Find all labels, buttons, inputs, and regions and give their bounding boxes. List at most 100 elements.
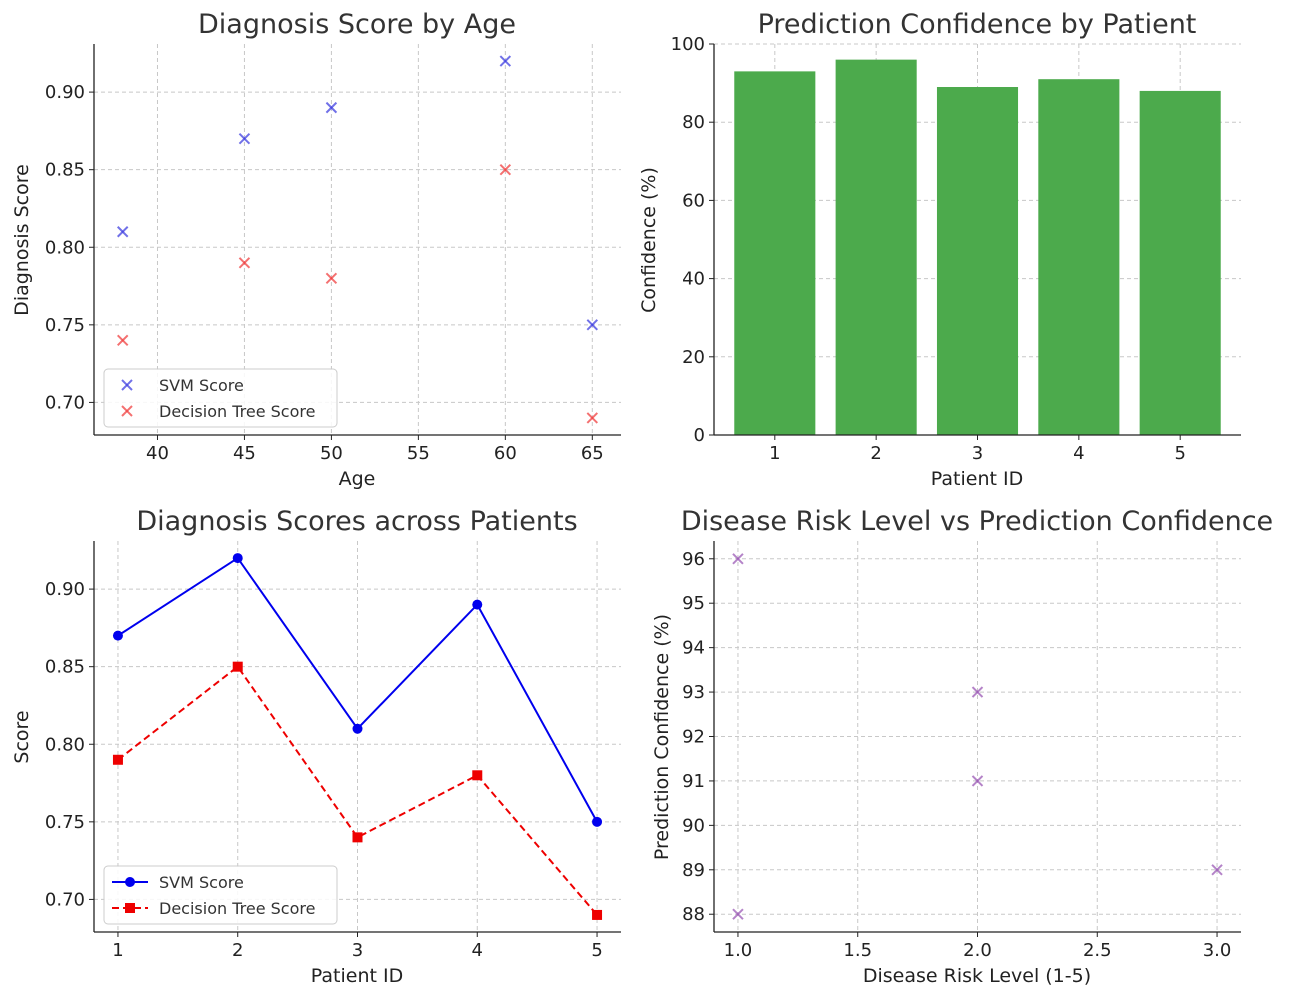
legend-box [103,865,338,925]
legend: SVM Score Decision Tree Score [103,865,338,925]
x-tick-label: 2 [870,443,881,464]
y-axis-label: Prediction Confidence (%) [651,614,673,860]
point-marker [116,334,129,347]
y-tick-label: 80 [682,112,705,133]
x-tick-label: 65 [581,443,604,464]
y-tick-label: 94 [682,638,705,659]
x-tick-label: 3 [352,940,363,961]
y-tick-label: 0.70 [45,392,85,413]
point-marker [232,553,243,564]
y-tick-label: 100 [671,34,705,55]
point-marker [325,272,338,284]
point-marker [592,816,603,827]
x-axis-label: Patient ID [311,965,403,987]
point-marker-stroke [238,257,251,269]
x-tick-label: 2.5 [1083,940,1112,961]
x-axis-label: Age [339,468,376,490]
x-tick-label: 2 [232,940,243,961]
point-marker [586,412,599,424]
series-line [117,665,598,916]
point-marker-stroke [116,334,129,347]
y-tick-label: 0.70 [45,889,85,910]
legend-label: SVM Score [159,873,244,892]
y-tick-label: 95 [682,593,705,614]
panel-risk-vs-confidence: Disease Risk Level vs Prediction Confide… [651,506,1273,987]
x-tick-label: 2.0 [963,940,992,961]
y-tick-label: 0.85 [45,657,85,678]
point-marker [112,630,123,641]
x-tick-label: 3.0 [1203,940,1232,961]
point-marker-stroke [499,163,512,176]
point-marker [732,908,744,920]
x-tick-label: 3 [972,443,983,464]
chart-title: Disease Risk Level vs Prediction Confide… [681,506,1273,537]
point-marker-stroke [325,101,338,114]
panel-prediction-confidence-by-patient: Prediction Confidence by Patient Patient… [638,9,1241,490]
point-marker [352,832,363,843]
panel-diagnosis-scores-across-patients: Diagnosis Scores across Patients Patient… [11,506,621,987]
legend-marker-stroke [121,405,133,417]
x-tick-label: 5 [1174,443,1185,464]
point-marker [1211,864,1223,876]
y-axis-label: Confidence (%) [638,167,660,313]
point-marker [732,553,744,565]
point-marker-stroke [586,319,599,331]
y-tick-label: 0.90 [45,82,85,103]
point-marker-stroke [971,775,984,787]
x-tick-label: 55 [407,443,430,464]
x-tick-label: 5 [591,940,602,961]
y-tick-label: 89 [682,860,705,881]
chart-title: Prediction Confidence by Patient [758,9,1197,40]
y-tick-label: 0.90 [45,579,85,600]
y-tick-label: 0 [694,425,705,446]
point-marker [586,319,599,331]
y-tick-label: 0.80 [45,237,85,258]
y-tick-label: 88 [682,904,705,925]
chart-title: Diagnosis Score by Age [198,9,516,40]
panel-diagnosis-score-by-age: Diagnosis Score by Age Age Diagnosis Sco… [11,9,621,490]
legend-label: Decision Tree Score [159,402,315,421]
bar-patient-4 [1038,79,1120,435]
x-tick-label: 4 [472,940,483,961]
legend-marker [121,405,133,417]
legend-box [103,368,338,428]
point-marker [238,257,251,269]
y-tick-label: 92 [682,727,705,748]
x-axis-label: Patient ID [931,468,1023,490]
point-marker [232,661,243,672]
legend-marker-stroke [121,379,133,391]
bar-patient-5 [1139,90,1221,436]
bar-patient-2 [835,59,917,435]
y-tick-label: 91 [682,771,705,792]
point-marker [499,163,512,176]
y-tick-label: 0.75 [45,812,85,833]
point-marker-stroke [732,908,744,920]
point-marker-stroke [732,553,744,565]
x-tick-label: 45 [233,443,256,464]
legend-marker [125,903,135,913]
y-tick-label: 20 [682,347,705,368]
y-tick-label: 96 [682,549,705,570]
point-marker [499,55,512,67]
point-marker [592,909,603,920]
legend: SVM Score Decision Tree Score [103,368,338,428]
y-tick-label: 0.80 [45,734,85,755]
y-tick-label: 60 [682,190,705,211]
y-tick-label: 40 [682,269,705,290]
chart-title: Diagnosis Scores across Patients [136,506,577,537]
x-tick-label: 1.5 [843,940,872,961]
point-marker [971,686,984,698]
legend-label: SVM Score [159,376,244,395]
point-marker [112,754,123,765]
y-tick-label: 93 [682,682,705,703]
y-tick-label: 0.85 [45,160,85,181]
x-tick-label: 1 [112,940,123,961]
point-marker-stroke [325,272,338,284]
bar-patient-3 [936,87,1019,435]
point-marker-stroke [238,132,251,145]
legend-marker [121,379,133,391]
point-marker-stroke [499,55,512,67]
x-tick-label: 4 [1073,443,1084,464]
point-marker [352,723,363,734]
